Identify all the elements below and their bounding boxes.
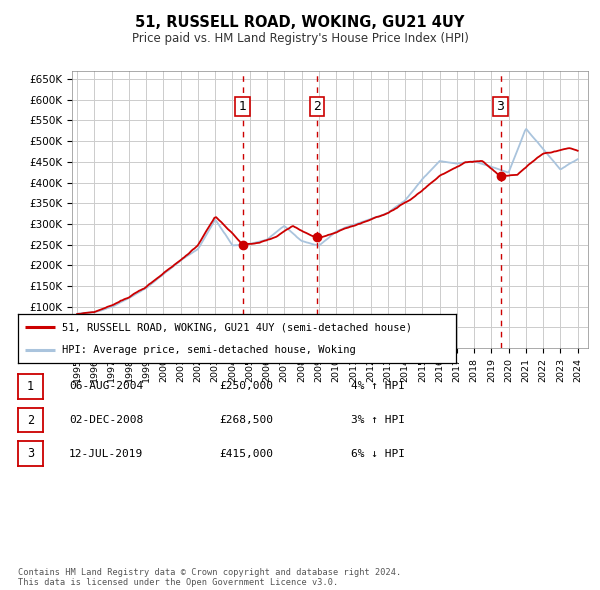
Text: 3: 3 bbox=[497, 100, 505, 113]
Text: 3% ↑ HPI: 3% ↑ HPI bbox=[351, 415, 405, 425]
Text: Contains HM Land Registry data © Crown copyright and database right 2024.
This d: Contains HM Land Registry data © Crown c… bbox=[18, 568, 401, 587]
Text: 6% ↓ HPI: 6% ↓ HPI bbox=[351, 449, 405, 458]
Text: £268,500: £268,500 bbox=[219, 415, 273, 425]
Text: 1: 1 bbox=[27, 380, 34, 393]
Text: 2: 2 bbox=[313, 100, 322, 113]
Text: 02-DEC-2008: 02-DEC-2008 bbox=[69, 415, 143, 425]
Text: 1: 1 bbox=[239, 100, 247, 113]
Text: 51, RUSSELL ROAD, WOKING, GU21 4UY: 51, RUSSELL ROAD, WOKING, GU21 4UY bbox=[136, 15, 464, 30]
Text: 12-JUL-2019: 12-JUL-2019 bbox=[69, 449, 143, 458]
Text: 51, RUSSELL ROAD, WOKING, GU21 4UY (semi-detached house): 51, RUSSELL ROAD, WOKING, GU21 4UY (semi… bbox=[62, 322, 412, 332]
Text: 4% ↑ HPI: 4% ↑ HPI bbox=[351, 382, 405, 391]
Text: HPI: Average price, semi-detached house, Woking: HPI: Average price, semi-detached house,… bbox=[62, 345, 356, 355]
Text: Price paid vs. HM Land Registry's House Price Index (HPI): Price paid vs. HM Land Registry's House … bbox=[131, 32, 469, 45]
Text: £250,000: £250,000 bbox=[219, 382, 273, 391]
Text: 06-AUG-2004: 06-AUG-2004 bbox=[69, 382, 143, 391]
Text: 3: 3 bbox=[27, 447, 34, 460]
Text: £415,000: £415,000 bbox=[219, 449, 273, 458]
Text: 2: 2 bbox=[27, 414, 34, 427]
